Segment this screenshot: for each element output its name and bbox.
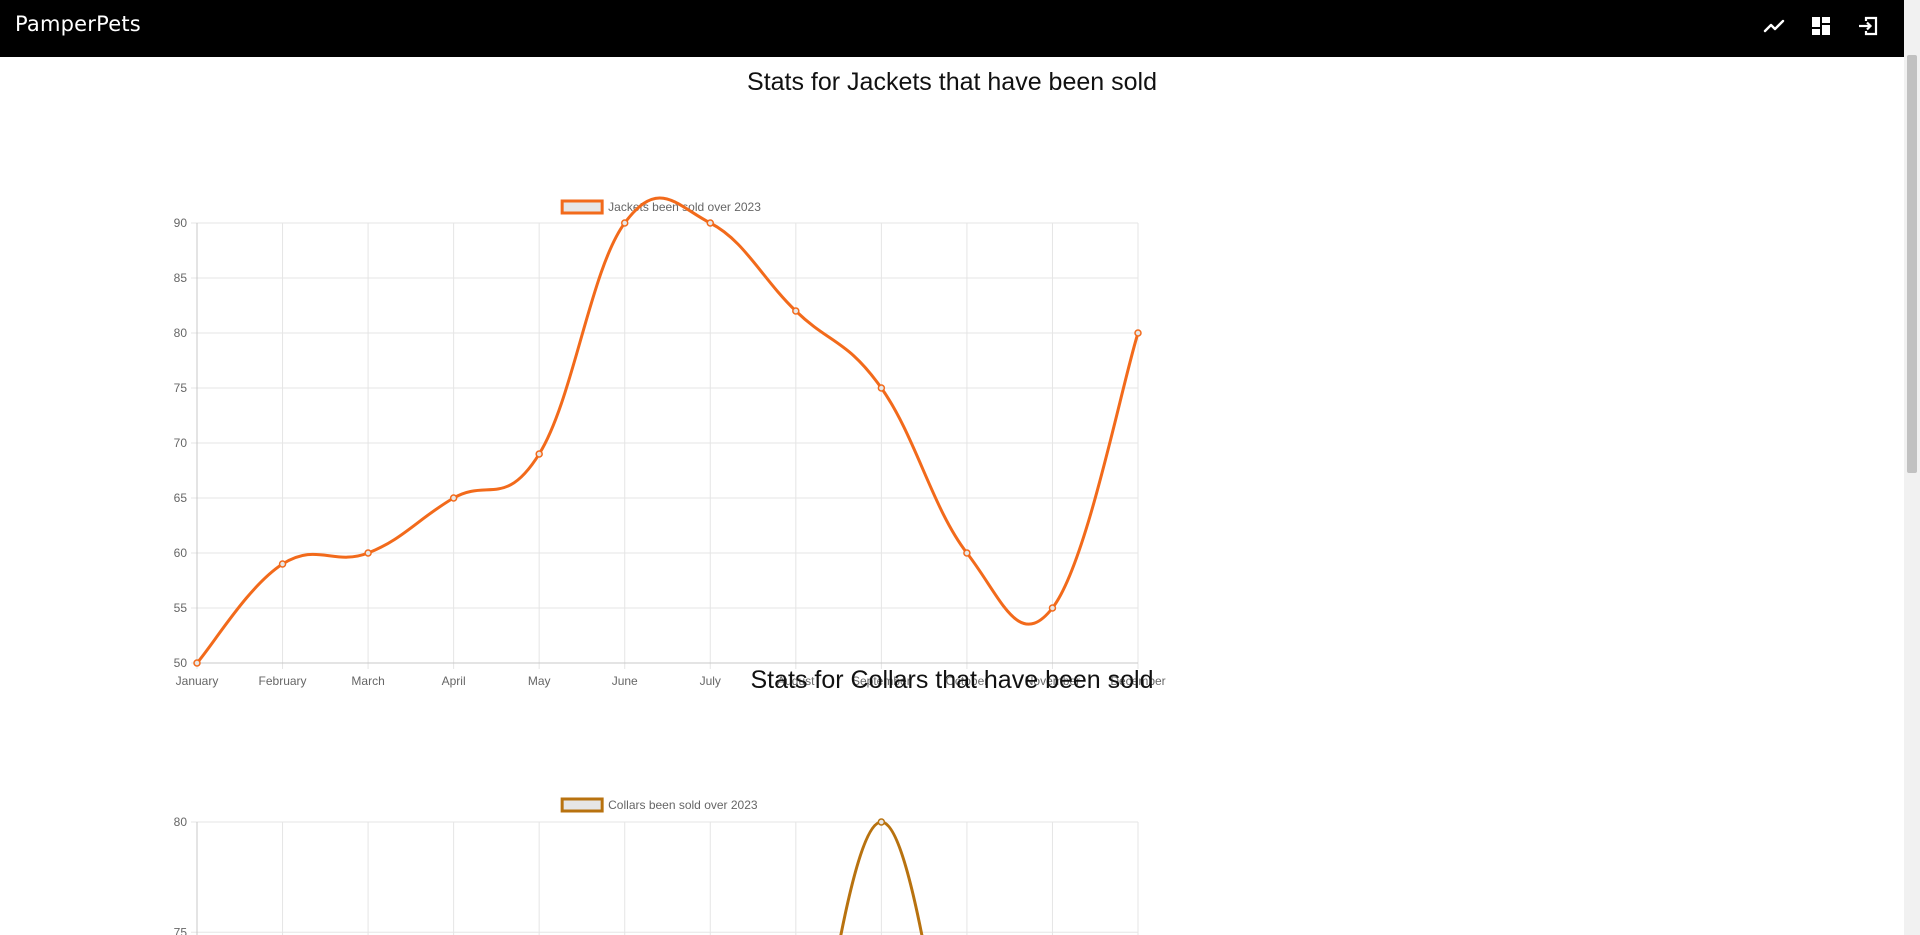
data-point (963, 549, 971, 557)
data-point (792, 307, 800, 315)
x-tick-label: January (176, 674, 219, 688)
data-point (1048, 604, 1057, 612)
y-tick-label: 80 (174, 815, 188, 829)
data-point (449, 494, 458, 502)
y-tick-label: 75 (174, 925, 188, 935)
data-point (706, 219, 715, 227)
x-tick-label: August (777, 674, 815, 688)
legend-swatch (560, 199, 604, 215)
data-point (620, 219, 629, 227)
x-tick-label: June (612, 674, 638, 688)
trending-up-icon (1763, 19, 1785, 33)
data-point (364, 549, 372, 557)
x-tick-label: May (528, 674, 551, 688)
x-tick-label: December (1110, 674, 1165, 688)
x-tick-label: April (442, 674, 466, 688)
brand-logo[interactable]: PamperPets (15, 12, 141, 36)
y-tick-label: 90 (174, 216, 188, 230)
y-tick-label: 80 (174, 326, 188, 340)
series-line (195, 196, 1140, 664)
logout-nav-button[interactable] (1856, 14, 1880, 38)
x-tick-label: September (852, 674, 911, 688)
jackets-line-chart: 50 55 60 65 70 75 80 85 90 January February March Ap… (174, 196, 1166, 688)
y-tick-label: 70 (174, 436, 188, 450)
dashboard-nav-button[interactable] (1809, 14, 1833, 38)
data-point (877, 818, 886, 826)
top-navbar: PamperPets (0, 0, 1904, 57)
y-tick-label: 55 (174, 601, 188, 615)
data-point (193, 659, 201, 667)
page-scrollbar[interactable] (1904, 0, 1920, 935)
x-tick-label: March (351, 674, 384, 688)
collars-section-title: Stats for Collars that have been sold (750, 666, 1154, 694)
data-point (535, 450, 543, 458)
nav-icons (1762, 14, 1880, 38)
y-tick-label: 50 (174, 656, 188, 670)
y-tick-label: 75 (174, 381, 188, 395)
collars-line-chart: 707580JanuaryFebruaryMarchAprilMayJuneJu… (174, 797, 1139, 935)
x-tick-label: July (700, 674, 721, 688)
scrollbar-thumb[interactable] (1907, 55, 1917, 473)
x-tick-label: November (1025, 674, 1080, 688)
data-point (278, 560, 287, 568)
dashboard-icon (1812, 17, 1830, 35)
x-tick-label: February (259, 674, 307, 688)
data-point (1134, 329, 1142, 337)
main-content: Stats for Jackets that have been sold 50… (0, 57, 1904, 935)
legend-label: Collars been sold over 2023 (608, 798, 758, 812)
y-tick-label: 60 (174, 546, 188, 560)
stats-nav-button[interactable] (1762, 14, 1786, 38)
jackets-section-title: Stats for Jackets that have been sold (747, 68, 1157, 96)
legend-swatch (560, 797, 604, 813)
y-tick-label: 85 (174, 271, 188, 285)
data-point (877, 384, 886, 392)
logout-icon (1859, 16, 1878, 36)
x-tick-label: October (946, 674, 989, 688)
y-tick-label: 65 (174, 491, 188, 505)
